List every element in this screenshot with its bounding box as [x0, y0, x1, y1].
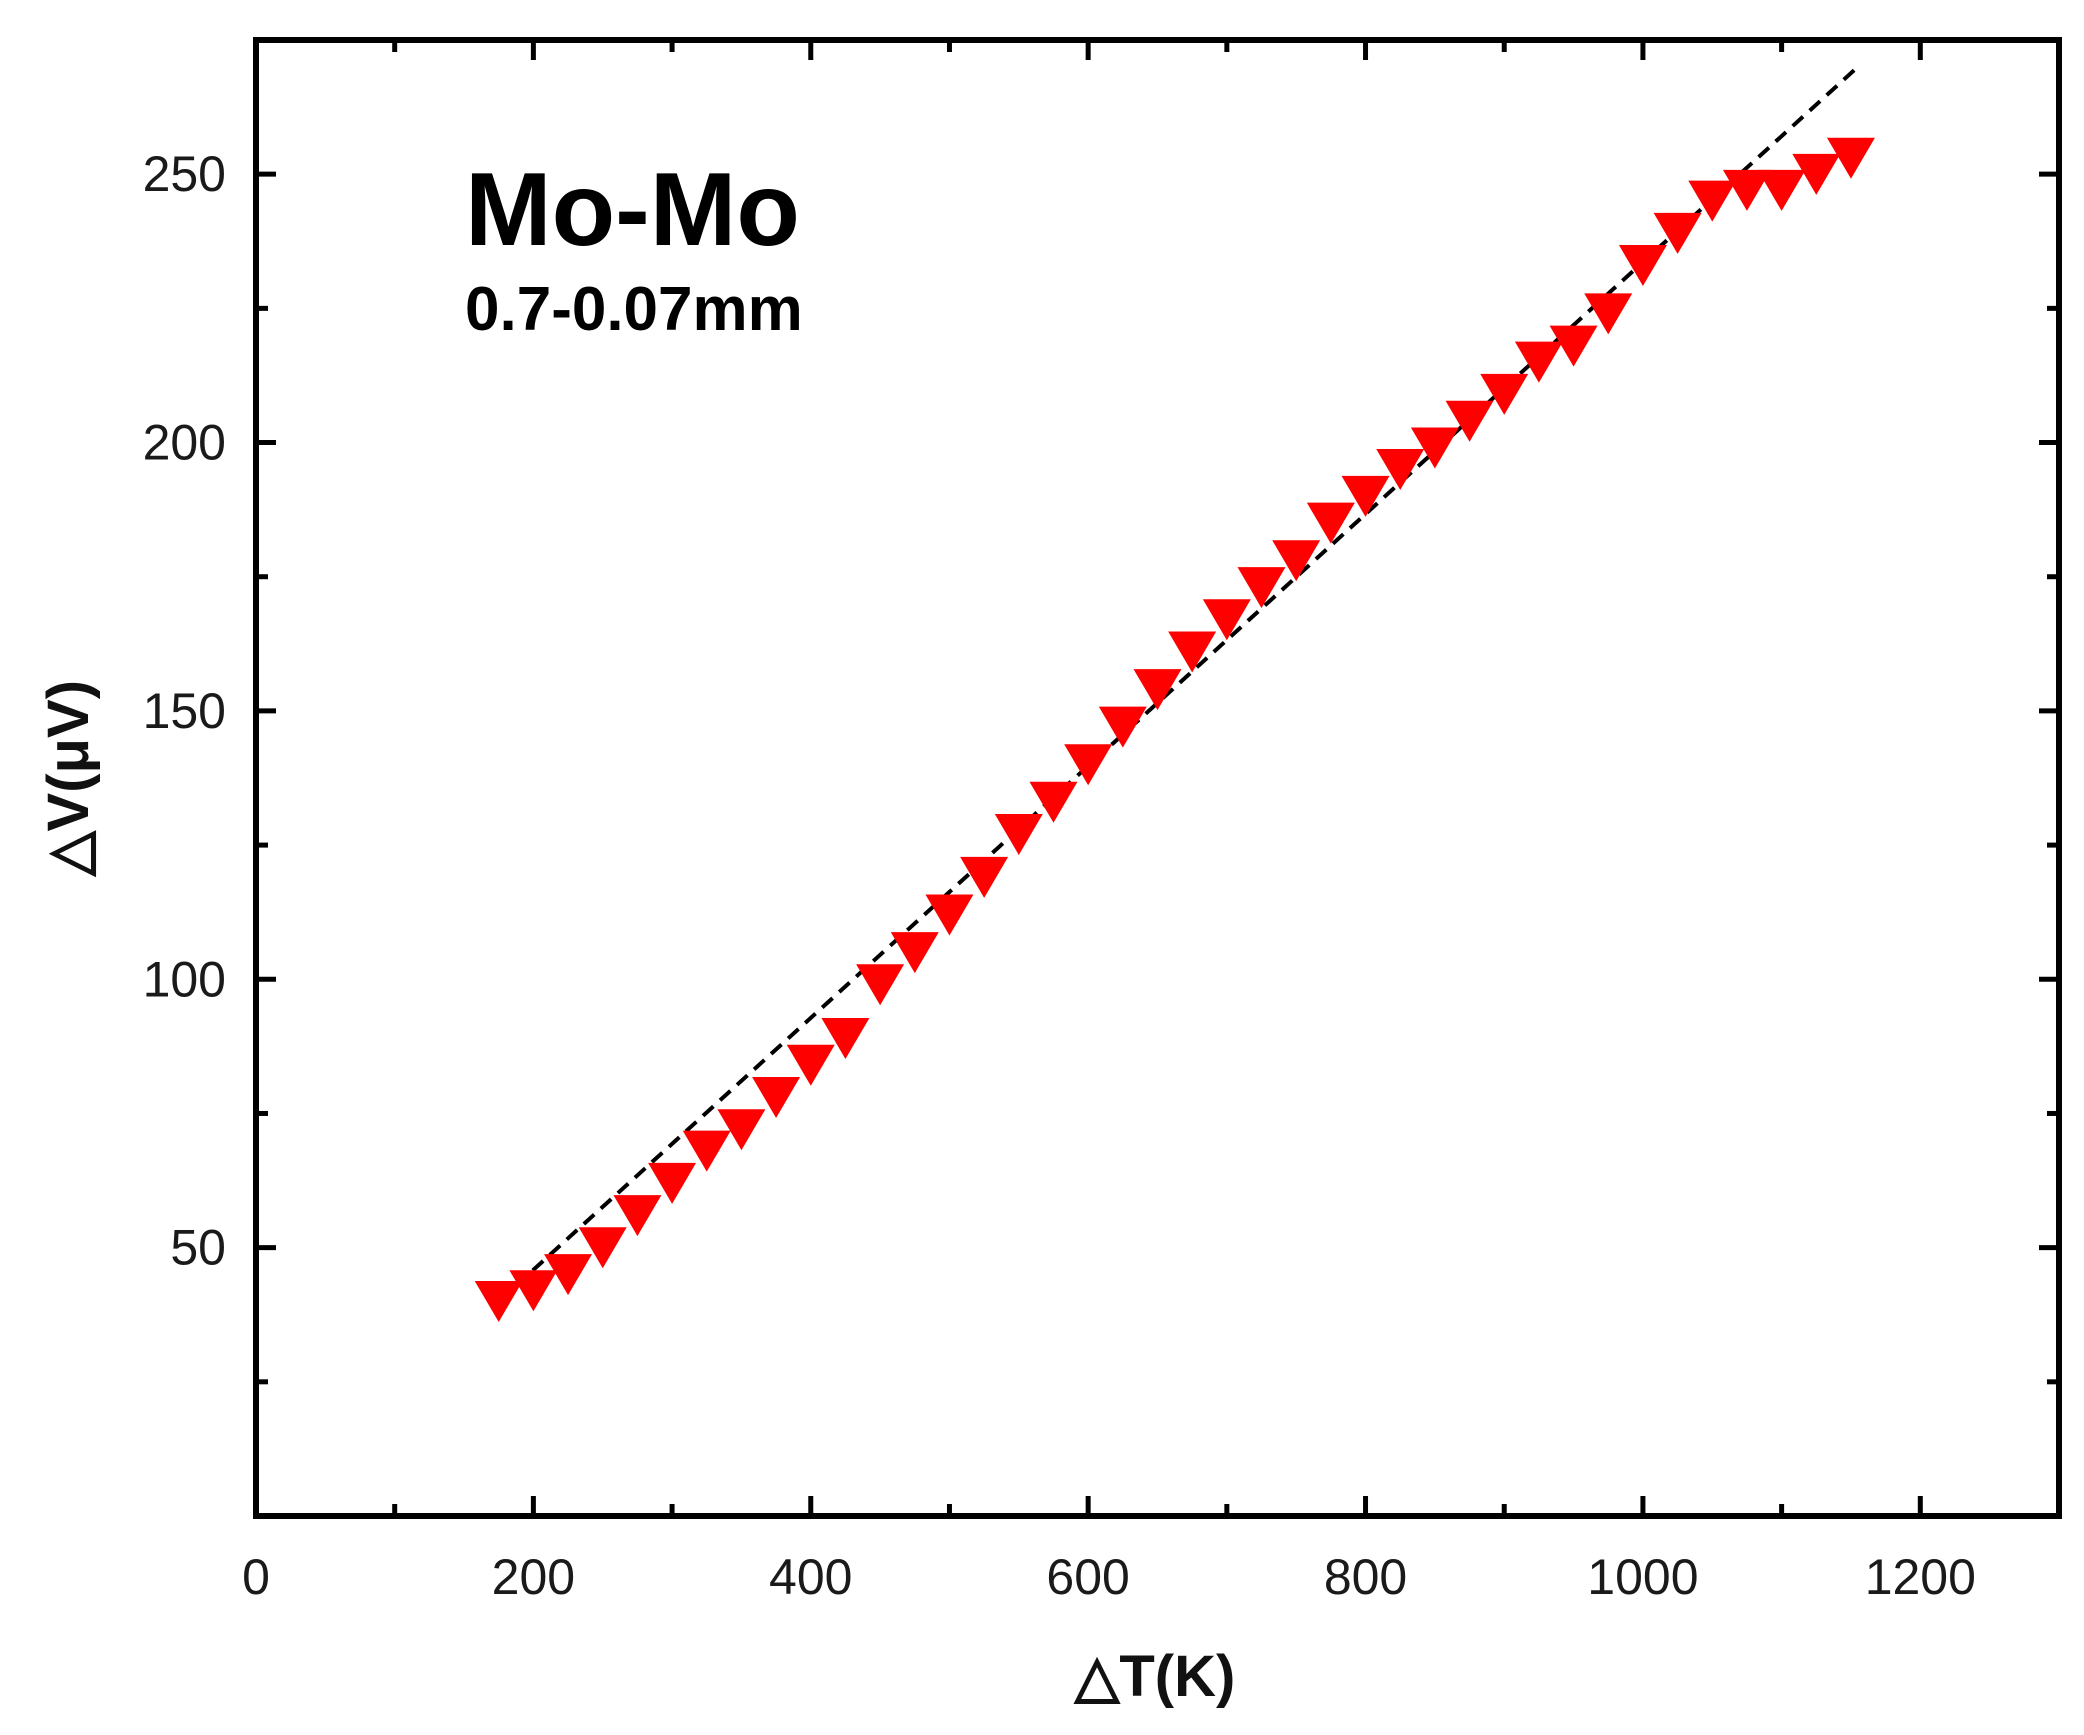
data-point — [1480, 373, 1529, 415]
y-tick-label: 200 — [143, 415, 226, 471]
data-point — [752, 1076, 801, 1118]
data-point — [1549, 325, 1598, 367]
x-tick-label: 1200 — [1865, 1549, 1976, 1605]
axis-ticks — [256, 40, 2059, 1516]
x-axis-title: △T(K) — [1073, 1644, 1236, 1709]
data-point — [1445, 400, 1494, 442]
x-tick-label: 200 — [492, 1549, 575, 1605]
x-tick-label: 800 — [1324, 1549, 1407, 1605]
y-tick-label: 100 — [143, 951, 226, 1007]
data-point — [544, 1254, 593, 1296]
data-point — [1098, 706, 1147, 748]
data-point — [1410, 427, 1459, 469]
y-tick-label: 50 — [170, 1220, 226, 1276]
x-tick-label: 1000 — [1587, 1549, 1698, 1605]
data-point — [1688, 180, 1737, 222]
data-point — [578, 1227, 627, 1269]
data-point — [682, 1130, 731, 1172]
data-point — [1792, 153, 1841, 195]
y-tick-labels: 50 100 150 200 250 — [143, 146, 226, 1275]
data-point — [1618, 245, 1667, 287]
data-point — [994, 813, 1043, 855]
data-point — [1237, 567, 1286, 609]
data-point — [717, 1109, 766, 1151]
y-axis-title: △V(μV) — [36, 680, 101, 878]
fit-line — [497, 65, 1860, 1303]
data-point — [509, 1270, 558, 1312]
x-tick-label: 400 — [769, 1549, 852, 1605]
data-point — [1376, 449, 1425, 491]
x-tick-labels: 0 200 400 600 800 1000 1200 — [242, 1549, 1976, 1605]
plot-frame — [253, 37, 2062, 1519]
y-tick-label: 250 — [143, 146, 226, 202]
data-point — [1202, 599, 1251, 641]
data-point — [1514, 341, 1563, 383]
data-point — [474, 1280, 523, 1322]
data-point — [613, 1195, 662, 1237]
data-point — [890, 932, 939, 974]
data-point — [1168, 631, 1217, 673]
annotation-subtitle: 0.7-0.07mm — [465, 275, 803, 344]
data-point — [821, 1017, 870, 1059]
data-point — [856, 964, 905, 1006]
annotation-title: Mo-Mo — [465, 152, 800, 268]
data-point — [1133, 669, 1182, 711]
x-tick-label: 600 — [1046, 1549, 1129, 1605]
data-point — [1064, 744, 1113, 786]
data-point — [1653, 212, 1702, 254]
data-point — [1757, 169, 1806, 211]
data-markers — [474, 137, 1875, 1322]
data-point — [1306, 502, 1355, 544]
data-point — [1826, 137, 1875, 179]
data-point — [1029, 781, 1078, 823]
y-tick-label: 150 — [143, 683, 226, 739]
data-point — [960, 856, 1009, 898]
data-point — [786, 1044, 835, 1086]
data-point — [648, 1162, 697, 1204]
data-point — [1341, 475, 1390, 517]
data-point — [1584, 293, 1633, 335]
data-point — [1272, 540, 1321, 582]
x-tick-label: 0 — [242, 1549, 270, 1605]
data-point — [1722, 169, 1771, 211]
data-point — [925, 894, 974, 936]
